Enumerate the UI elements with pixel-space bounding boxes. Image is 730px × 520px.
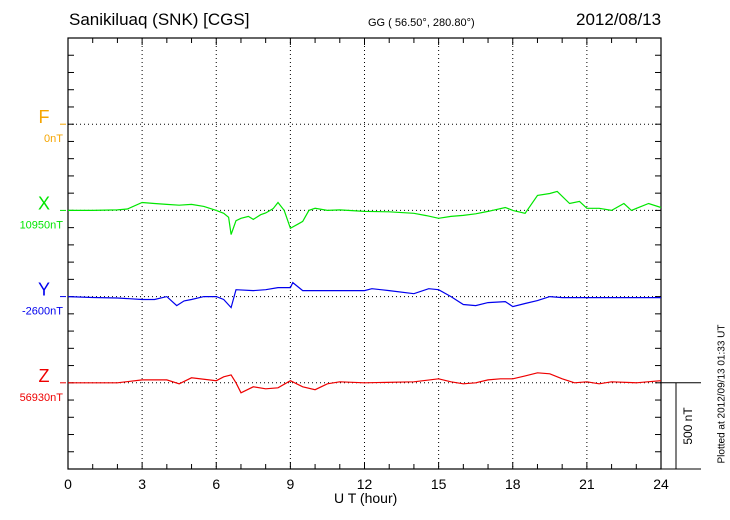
geographic-coordinates: GG ( 56.50°, 280.80°) [368, 17, 475, 29]
x-tick-label: 24 [653, 476, 669, 492]
plot-date: 2012/08/13 [576, 10, 662, 29]
series-baseline-f: 0nT [44, 133, 63, 145]
series-name-x: X [38, 193, 50, 213]
x-tick-label: 18 [505, 476, 521, 492]
series-line-y [67, 281, 661, 309]
x-tick-label: 3 [138, 476, 146, 492]
x-tick-label: 15 [431, 476, 447, 492]
series-baseline-z: 56930nT [20, 392, 64, 404]
series-name-z: Z [39, 366, 50, 386]
series-name-y: Y [38, 280, 50, 300]
x-tick-label: 12 [357, 476, 373, 492]
x-tick-label: 9 [286, 476, 294, 492]
series-baseline-y: -2600nT [22, 306, 63, 318]
series-line-x [68, 190, 662, 235]
series-line-z [68, 372, 662, 394]
x-tick-label: 6 [212, 476, 220, 492]
series-name-f: F [39, 107, 50, 127]
x-tick-label: 21 [579, 476, 595, 492]
x-axis-label: U T (hour) [334, 490, 398, 506]
series-baseline-x: 10950nT [20, 219, 64, 231]
x-tick-label: 0 [64, 476, 72, 492]
station-title: Sanikiluaq (SNK) [CGS] [69, 10, 250, 29]
